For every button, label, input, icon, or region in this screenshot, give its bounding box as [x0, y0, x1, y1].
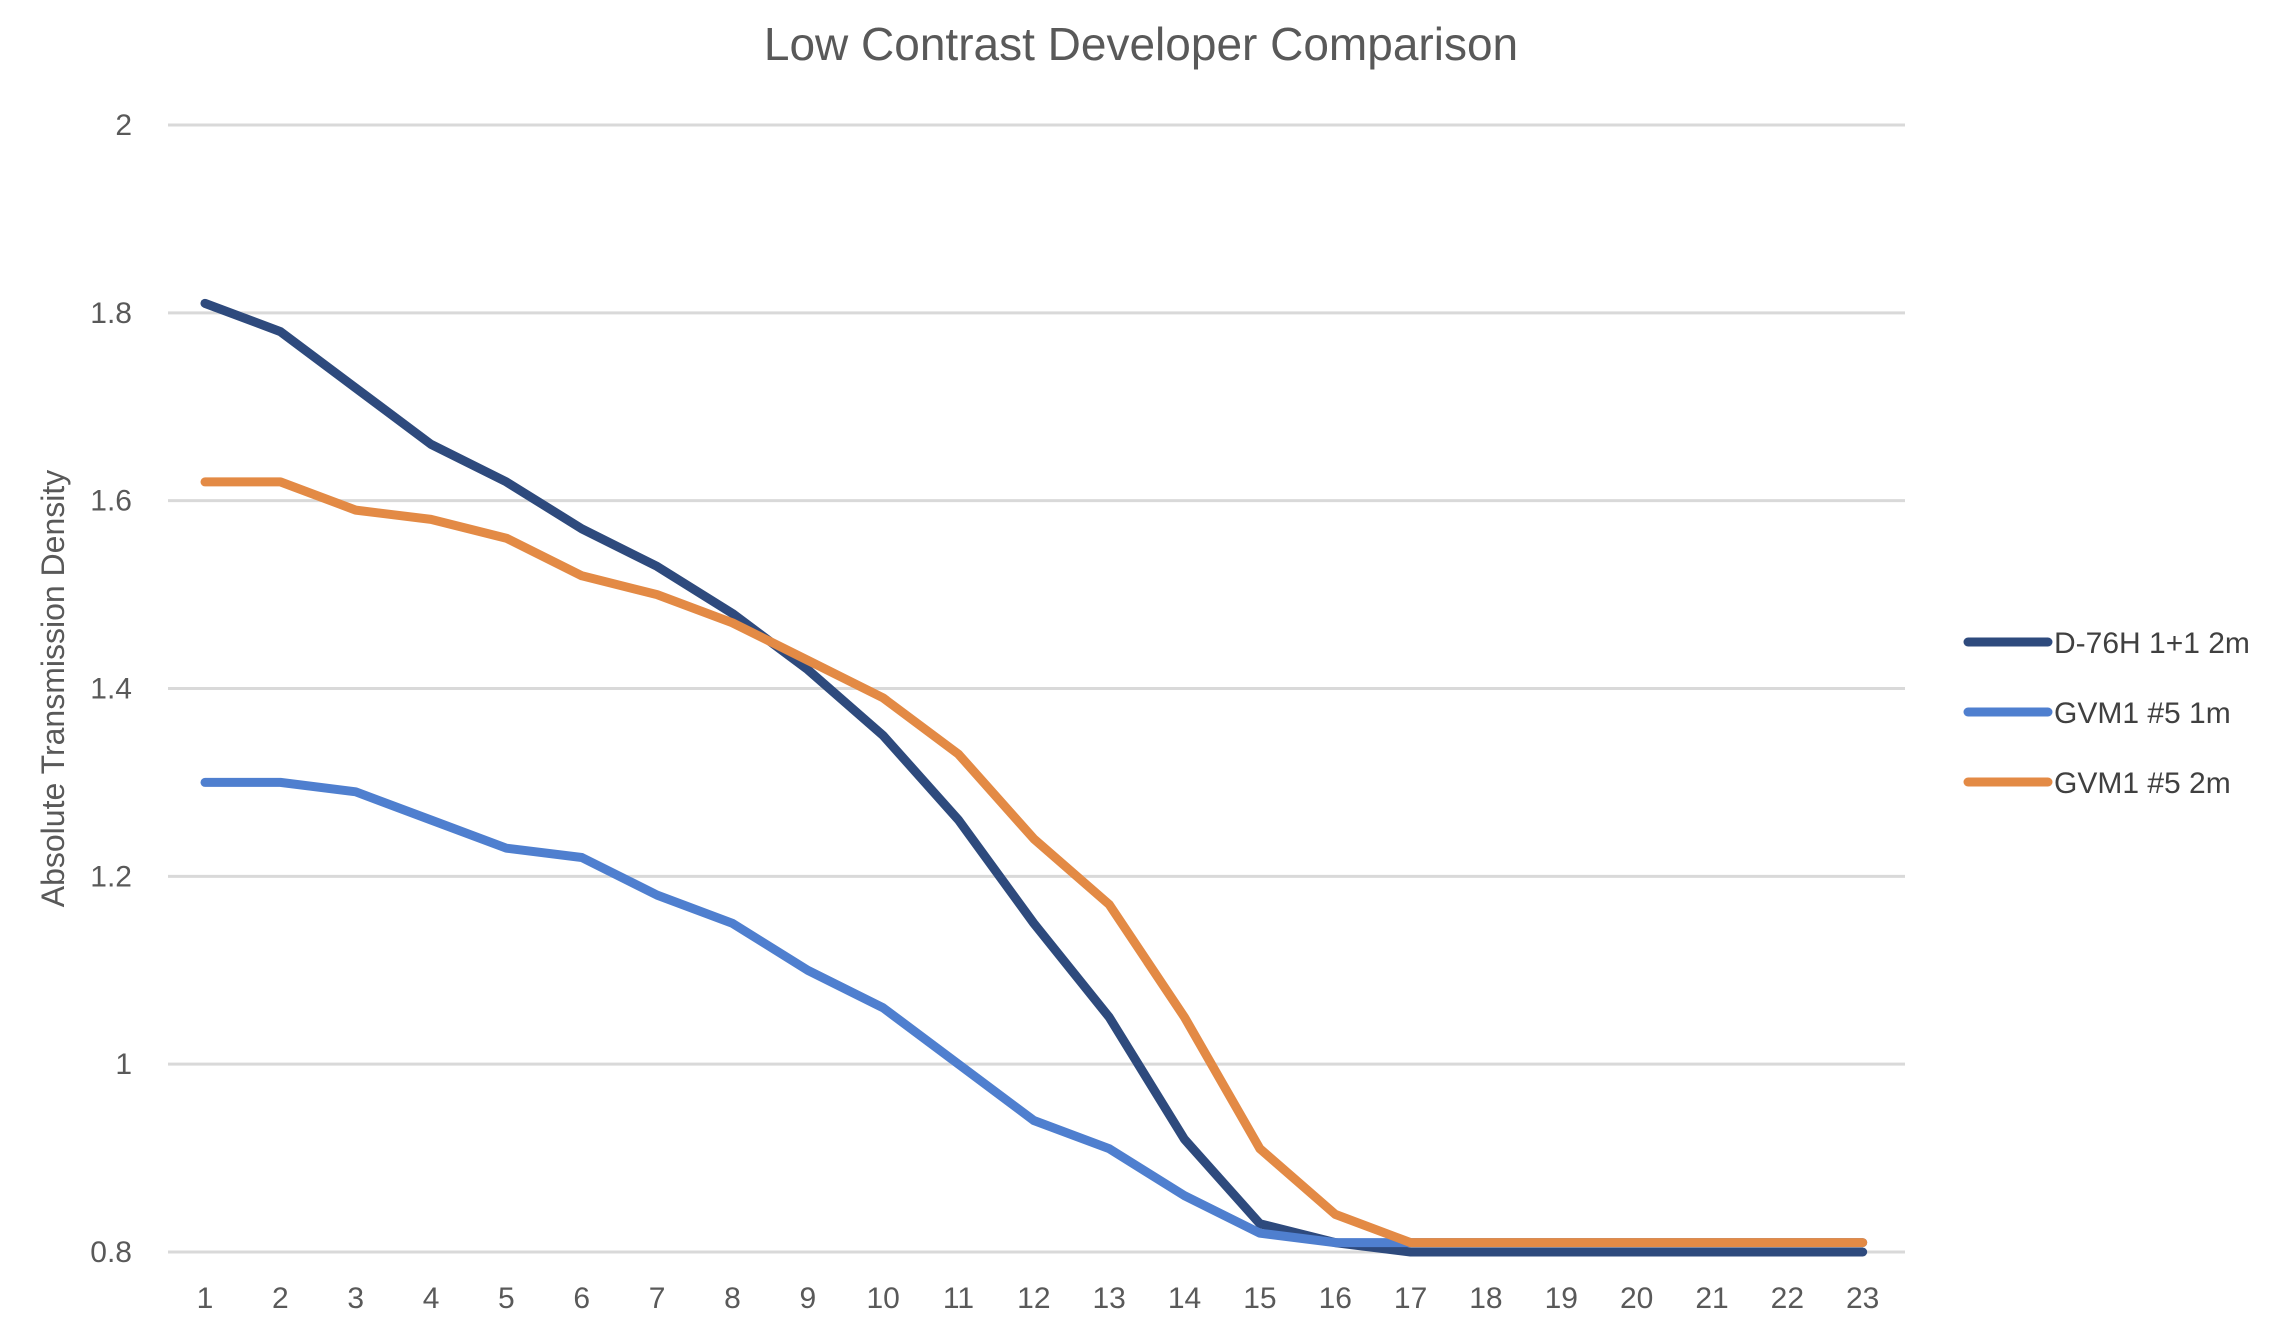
x-tick-label: 3	[347, 1282, 364, 1315]
series-line	[200, 477, 1868, 1248]
legend-label: GVM1 #5 1m	[2054, 697, 2231, 730]
y-tick-label: 1	[115, 1048, 132, 1081]
y-tick-label: 0.8	[90, 1236, 132, 1269]
legend-label: GVM1 #5 2m	[2054, 767, 2231, 800]
x-tick-label: 20	[1620, 1282, 1653, 1315]
x-tick-label: 8	[724, 1282, 741, 1315]
x-tick-label: 13	[1093, 1282, 1126, 1315]
y-tick-label: 1.6	[90, 485, 132, 518]
x-tick-label: 18	[1469, 1282, 1502, 1315]
x-tick-label: 14	[1168, 1282, 1201, 1315]
x-tick-label: 10	[866, 1282, 899, 1315]
chart-title: Low Contrast Developer Comparison	[764, 18, 1518, 70]
x-tick-label: 9	[799, 1282, 816, 1315]
y-tick-label: 2	[115, 109, 132, 142]
x-tick-label: 12	[1017, 1282, 1050, 1315]
x-tick-label: 11	[943, 1282, 974, 1315]
x-tick-label: 5	[498, 1282, 515, 1315]
series-lines	[200, 298, 1868, 1257]
y-tick-label: 1.8	[90, 297, 132, 330]
legend: D-76H 1+1 2m GVM1 #5 1m GVM1 #5 2m	[1963, 627, 2250, 800]
x-tick-label: 1	[197, 1282, 214, 1315]
x-tick-label: 15	[1243, 1282, 1276, 1315]
x-tick-label: 21	[1695, 1282, 1728, 1315]
y-axis-label: Absolute Transmission Density	[35, 470, 71, 908]
x-axis-ticks: 1 2 3 4 5 6 7 8 9 10 11 12 13 14 15 16 17 18 19 20 21 22 23	[197, 1282, 1880, 1315]
x-tick-label: 23	[1846, 1282, 1879, 1315]
x-tick-label: 16	[1319, 1282, 1352, 1315]
x-tick-label: 7	[649, 1282, 666, 1315]
x-tick-label: 22	[1771, 1282, 1804, 1315]
series-line	[200, 298, 1868, 1257]
x-tick-label: 4	[423, 1282, 440, 1315]
x-tick-label: 19	[1545, 1282, 1578, 1315]
gridlines	[168, 123, 1905, 1254]
series-line	[200, 777, 1868, 1248]
y-tick-label: 1.2	[90, 860, 132, 893]
x-tick-label: 17	[1394, 1282, 1427, 1315]
x-tick-label: 6	[573, 1282, 590, 1315]
legend-label: D-76H 1+1 2m	[2054, 627, 2250, 660]
y-tick-label: 1.4	[90, 673, 132, 706]
x-tick-label: 2	[272, 1282, 289, 1315]
y-axis-ticks: 0.8 1 1.2 1.4 1.6 1.8 2	[90, 109, 132, 1269]
